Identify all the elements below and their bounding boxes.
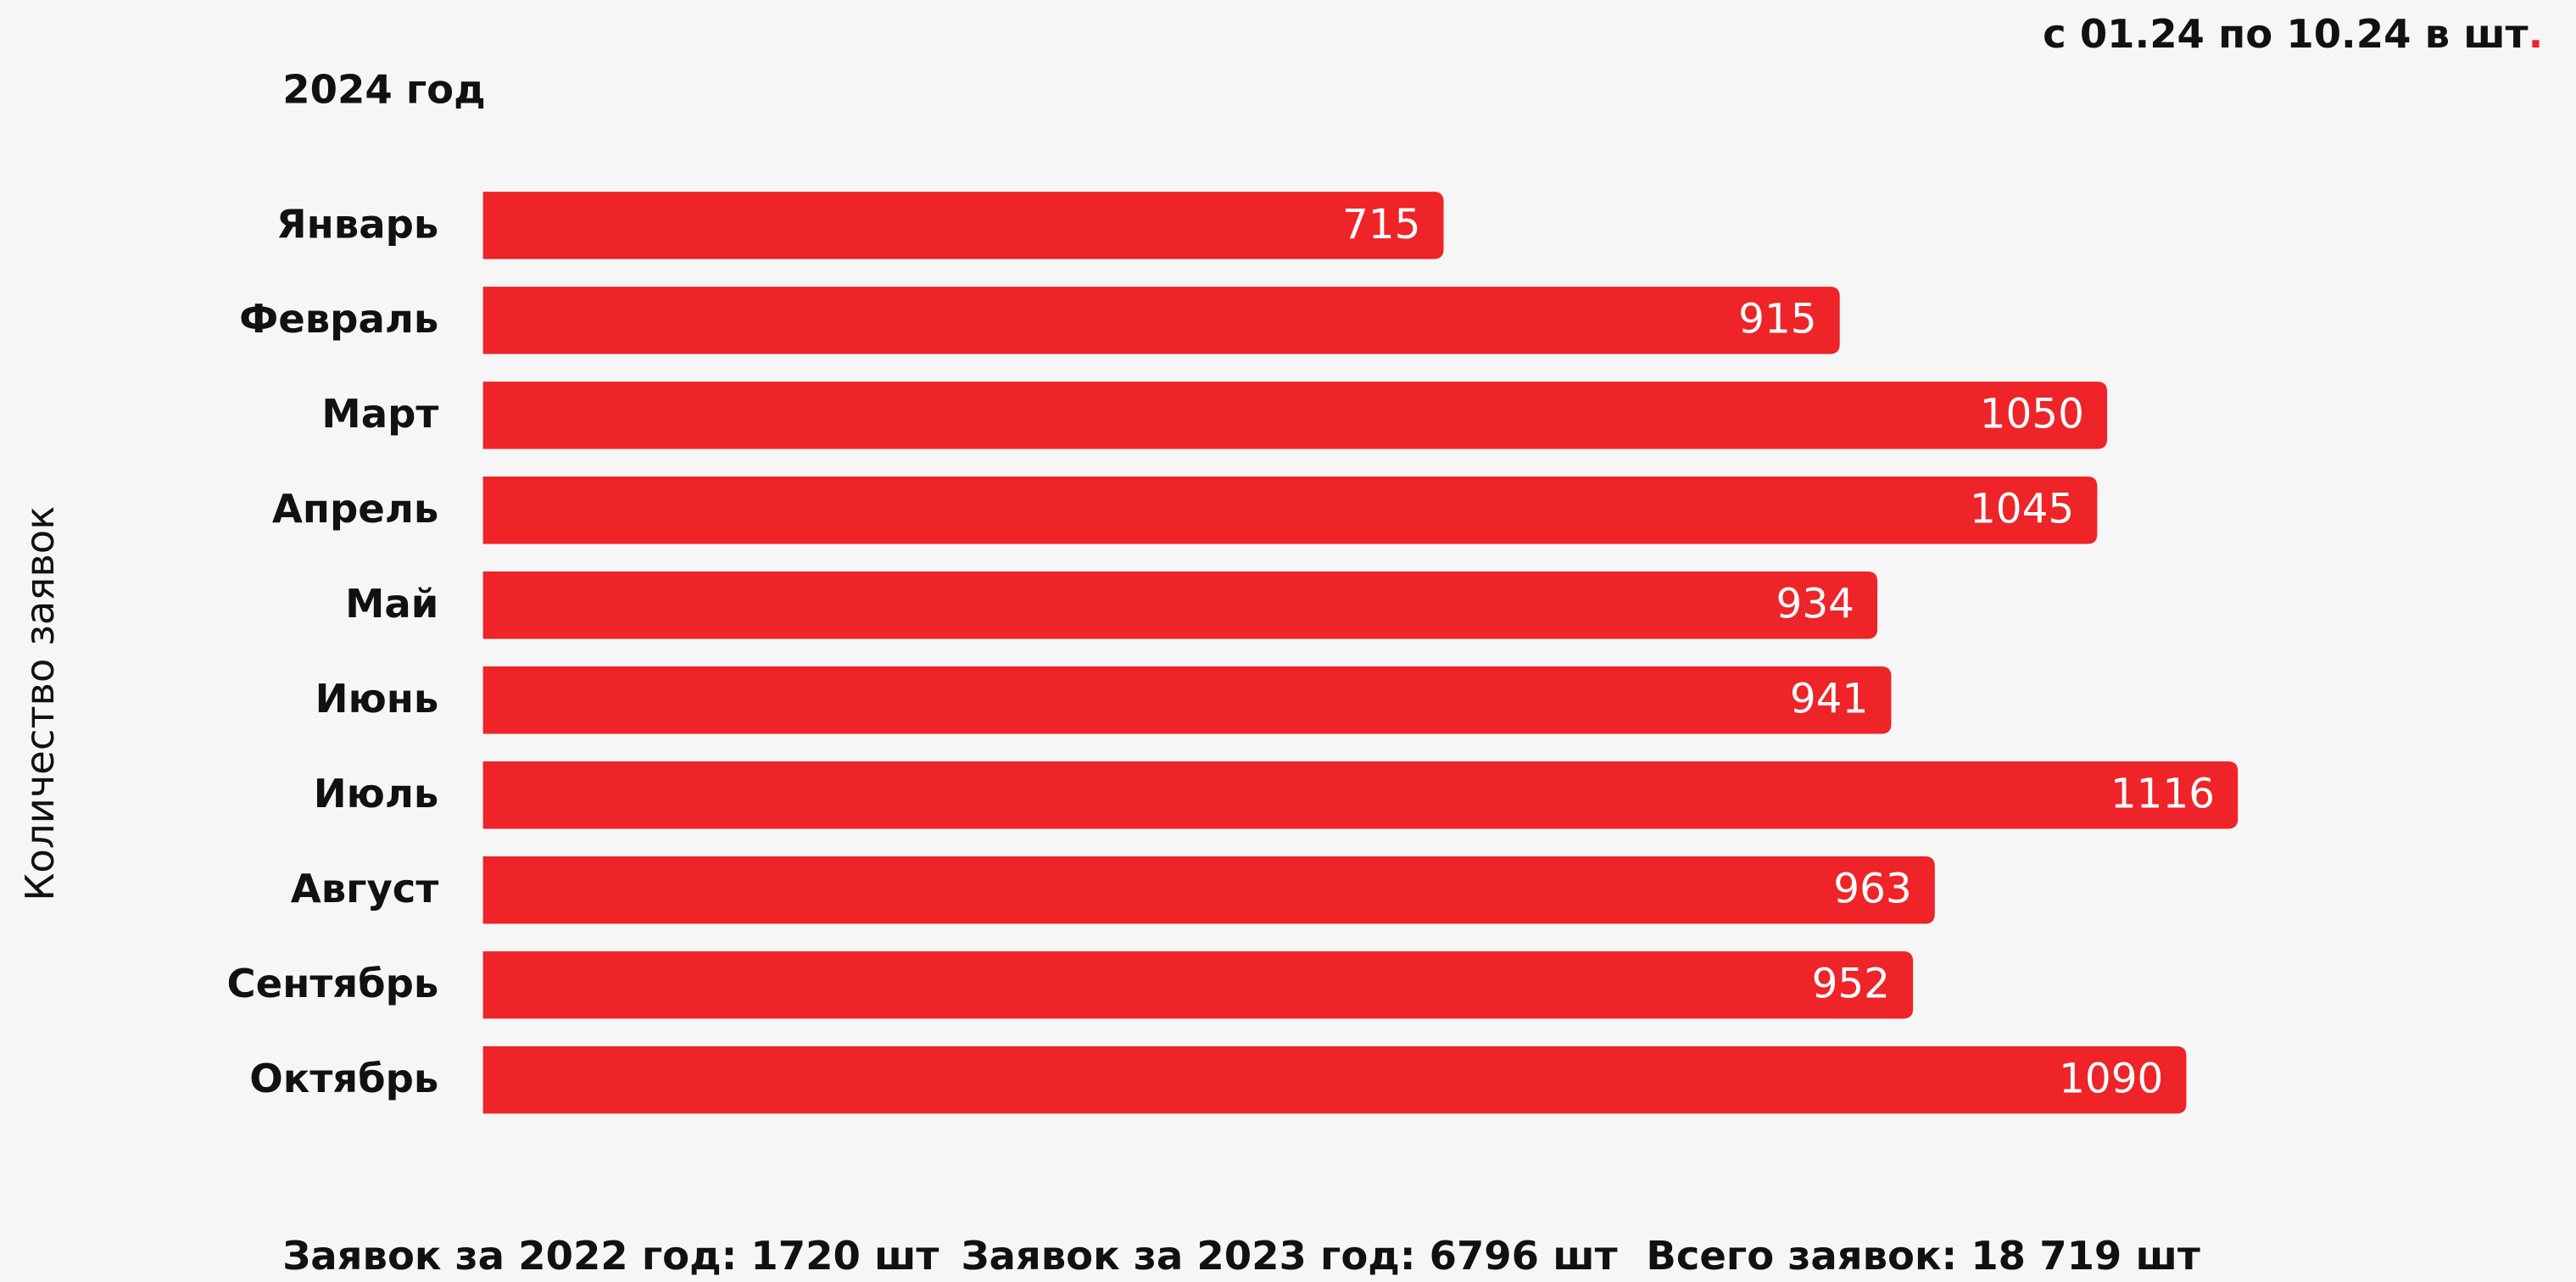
y-axis-label: Количество заявок <box>17 506 63 901</box>
value-label: 934 <box>1776 581 1854 628</box>
category-label: Август <box>291 866 439 911</box>
footer-stat: Всего заявок: 18 719 шт <box>1646 1233 2200 1279</box>
bar <box>482 666 1892 734</box>
category-label: Июнь <box>315 676 439 722</box>
bar <box>482 477 2098 544</box>
category-label: Февраль <box>239 296 438 342</box>
category-label: Сентябрь <box>227 961 439 1006</box>
value-label: 941 <box>1790 676 1868 723</box>
footer-stat: Заявок за 2023 год: 6796 шт <box>961 1233 1617 1279</box>
bar <box>482 287 1840 354</box>
bar <box>482 950 1914 1019</box>
bar <box>482 571 1878 639</box>
category-label: Май <box>345 581 438 627</box>
value-label: 963 <box>1833 866 1911 913</box>
value-label: 1050 <box>1980 391 2084 438</box>
category-label: Октябрь <box>249 1056 438 1101</box>
bar <box>482 1045 2187 1114</box>
category-label: Март <box>321 391 438 437</box>
bar <box>482 856 1935 924</box>
value-label: 1045 <box>1970 486 2074 533</box>
bar <box>482 382 2108 449</box>
category-label: Январь <box>276 201 438 247</box>
category-label: Апрель <box>272 486 438 532</box>
chart-subtitle: с 01.24 по 10.24 в шт. <box>2043 10 2543 56</box>
value-label: 1116 <box>2110 771 2215 818</box>
value-label: 715 <box>1342 201 1420 248</box>
value-label: 1090 <box>2059 1056 2163 1103</box>
bar <box>482 192 1444 259</box>
bar <box>482 761 2239 829</box>
value-label: 915 <box>1738 296 1816 343</box>
chart-title: 2024 год <box>282 66 485 112</box>
category-label: Июль <box>314 771 439 817</box>
value-label: 952 <box>1812 961 1890 1008</box>
footer-stat: Заявок за 2022 год: 1720 шт <box>282 1233 939 1279</box>
